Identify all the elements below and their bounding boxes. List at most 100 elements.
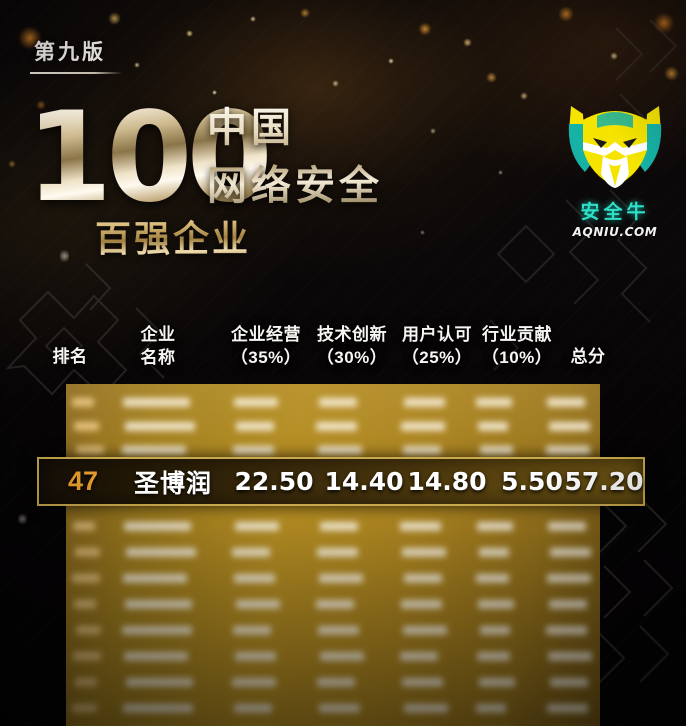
table-cell [546, 446, 590, 455]
table-cell [319, 398, 357, 407]
table-cell [478, 600, 514, 609]
table-cell [317, 678, 355, 687]
table-cell [122, 446, 186, 455]
table-cell [549, 600, 587, 609]
table-cell [76, 626, 101, 635]
table-cell [124, 652, 188, 661]
brand-url: AQNIU.COM [572, 225, 658, 239]
table-header-operations: 企业经营 （35%） [222, 324, 310, 370]
header-operations-line2: （35%） [230, 347, 302, 367]
table-cell [318, 626, 359, 635]
table-header-recognition: 用户认可 （25%） [393, 324, 481, 370]
header-innovation-line2: （30%） [316, 347, 388, 367]
edition-underline [30, 72, 122, 74]
table-cell [233, 626, 271, 635]
hero-title: 中国 网络安全 [207, 104, 383, 211]
header-total-label: 总分 [570, 347, 606, 366]
brand-name-cn: 安全牛 [580, 202, 650, 223]
table-cell [402, 548, 446, 557]
table-cell [72, 574, 100, 583]
row-rank: 47 [67, 466, 99, 496]
table-cell [549, 422, 590, 431]
table-cell [401, 600, 442, 609]
table-cell [477, 652, 510, 661]
table-cell [234, 574, 275, 583]
hero-title-line1: 中国 [207, 106, 295, 150]
table-cell [124, 522, 191, 531]
table-cell [548, 652, 592, 661]
table-cell [74, 422, 99, 431]
table-cell [233, 446, 274, 455]
table-cell [73, 652, 101, 661]
table-cell [319, 704, 360, 713]
table-cell [404, 398, 445, 407]
table-cell [401, 422, 445, 431]
table-cell [403, 626, 447, 635]
table-cell [73, 522, 95, 531]
table-cell [232, 548, 270, 557]
table-row [66, 642, 600, 672]
table-row [66, 694, 600, 724]
table-cell [547, 574, 591, 583]
table-cell [479, 548, 509, 557]
table-cell [404, 574, 442, 583]
edition-badge: 第九版 [34, 41, 106, 64]
table-row [66, 720, 600, 726]
header-recognition-line1: 用户认可 [402, 325, 472, 344]
table-cell [125, 600, 192, 609]
table-cell [235, 522, 279, 531]
table-cell [400, 652, 438, 661]
table-cell [316, 422, 357, 431]
table-row [66, 564, 600, 594]
table-cell [479, 678, 515, 687]
table-row [66, 388, 600, 418]
table-cell [320, 522, 358, 531]
header-company-line2: 名称 [140, 347, 176, 367]
table-cell [550, 548, 591, 557]
header-company-line1: 企业 [140, 325, 176, 344]
table-cell [546, 626, 587, 635]
table-cell [76, 446, 104, 455]
table-cell [316, 600, 354, 609]
table-cell [318, 446, 362, 455]
table-cell [234, 398, 278, 407]
table-row [66, 512, 600, 542]
table-cell [478, 422, 508, 431]
table-cell [320, 652, 364, 661]
table-cell [403, 446, 441, 455]
table-cell [402, 678, 443, 687]
table-cell [476, 574, 509, 583]
table-cell [480, 626, 510, 635]
highlighted-table-row[interactable]: 47 圣博润 22.50 14.40 14.80 5.50 57.20 [37, 457, 645, 506]
row-company-name: 圣博润 [133, 469, 212, 498]
table-cell [400, 522, 441, 531]
header-contribution-line1: 行业贡献 [482, 325, 552, 344]
hero-subtitle: 百强企业 [95, 210, 251, 262]
table-cell [404, 704, 448, 713]
table-cell [126, 548, 196, 557]
table-cell [476, 704, 506, 713]
table-cell [123, 574, 187, 583]
table-cell [125, 422, 195, 431]
header-contribution-line2: （10%） [481, 347, 553, 367]
header-operations-line1: 企业经营 [231, 325, 301, 344]
table-header-row: 排名 企业 名称 企业经营 （35%） 技术创新 （30%） 用户认可 （25%… [0, 316, 686, 380]
table-cell [75, 678, 97, 687]
table-cell [122, 626, 192, 635]
header-innovation-line1: 技术创新 [317, 325, 387, 344]
bull-mask-icon [568, 106, 662, 188]
table-cell [74, 600, 96, 609]
table-row [66, 668, 600, 698]
table-header-company: 企业 名称 [118, 324, 198, 370]
row-total: 57.20 [564, 467, 644, 496]
hero-title-line2: 网络安全 [207, 163, 383, 208]
table-cell [477, 522, 513, 531]
table-cell [72, 704, 97, 713]
table-cell [550, 678, 588, 687]
table-header-innovation: 技术创新 （30%） [308, 324, 396, 370]
table-cell [317, 548, 358, 557]
table-cell [126, 678, 193, 687]
table-cell [75, 548, 100, 557]
table-cell [319, 574, 363, 583]
